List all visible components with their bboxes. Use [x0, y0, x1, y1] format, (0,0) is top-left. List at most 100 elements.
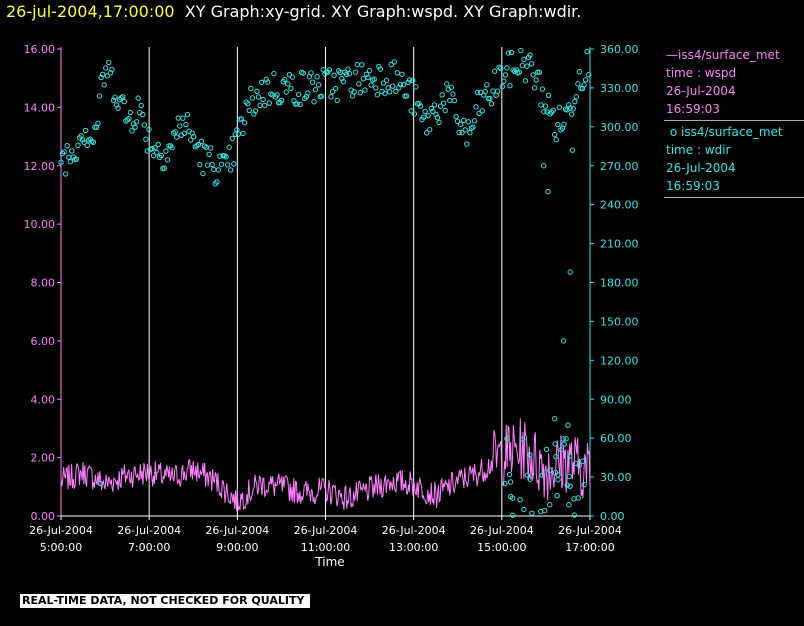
series-wdir-point: [67, 159, 73, 165]
series-wdir-point: [257, 102, 263, 109]
series-wdir-point: [332, 85, 339, 92]
series-wdir-point: [571, 496, 577, 502]
series-wdir-point: [110, 97, 117, 103]
series-wdir-point: [374, 92, 380, 98]
series-wdir-point: [528, 61, 535, 67]
series-wdir-point: [62, 171, 69, 177]
series-wdir-point: [150, 152, 157, 159]
series-wdir-point: [184, 112, 191, 118]
series-wdir-point: [388, 61, 394, 68]
series-wdir-point: [300, 70, 306, 76]
series-wdir-point: [567, 483, 573, 489]
series-wdir-point: [555, 477, 561, 483]
series-wdir-point: [397, 81, 404, 88]
x-tick-date: 26-Jul-2004: [294, 524, 358, 537]
series-wdir-point: [172, 129, 178, 135]
series-wdir-point: [553, 454, 559, 460]
series-wdir-point: [331, 72, 337, 78]
series-wdir-point: [271, 70, 277, 77]
series-wdir-point: [351, 89, 357, 95]
series-wdir-point: [554, 493, 560, 499]
left-tick-label: 16.00: [24, 43, 56, 56]
series-wdir-point: [442, 107, 448, 114]
left-tick-label: 6.00: [31, 335, 56, 348]
series-wdir-point: [73, 156, 80, 162]
series-wdir-point: [413, 84, 419, 90]
left-tick-label: 0.00: [31, 510, 56, 523]
right-tick-label: 300.00: [600, 121, 639, 134]
series-wdir-point: [563, 436, 569, 442]
series-wdir-point: [450, 91, 456, 97]
series-wdir-point: [197, 161, 203, 168]
series-wdir-point: [479, 108, 485, 114]
series-wdir-point: [509, 495, 516, 501]
series-wdir-point: [411, 111, 418, 117]
series-wdir-point: [518, 47, 524, 54]
series-wdir-point: [567, 105, 573, 111]
right-tick-label: 360.00: [600, 43, 639, 56]
series-wdir-point: [326, 67, 333, 73]
title-graph-list: XY Graph:xy-grid. XY Graph:wspd. XY Grap…: [184, 2, 582, 21]
series-wdir-point: [328, 94, 334, 100]
series-wdir-point: [555, 121, 561, 128]
series-wdir-point: [576, 68, 583, 75]
series-wdir-point: [431, 102, 438, 108]
series-wdir-point: [376, 63, 382, 70]
series-wdir-point: [373, 85, 379, 91]
series-wdir-point: [99, 71, 106, 78]
series-wdir-point: [371, 76, 377, 82]
series-wdir-point: [571, 512, 578, 518]
series-wdir-point: [246, 107, 252, 114]
series-wdir-point: [343, 71, 350, 77]
series-wdir-point: [174, 134, 180, 140]
series-wdir-point: [248, 85, 254, 92]
right-tick-label: 330.00: [600, 82, 639, 95]
series-wdir-point: [278, 97, 285, 104]
series-wdir-point: [451, 97, 458, 104]
legend-wspd-date: 26-Jul-2004: [666, 84, 736, 98]
series-wdir-point: [527, 52, 533, 58]
series-wdir-point: [124, 117, 131, 123]
series-wdir-point: [265, 79, 271, 85]
series-wdir-point: [541, 109, 547, 115]
series-wdir-point: [64, 142, 70, 149]
series-wdir-point: [543, 446, 550, 453]
series-wdir-point: [365, 74, 371, 81]
series-wdir-point: [439, 92, 445, 98]
series-wdir-point: [539, 472, 545, 478]
series-wdir-point: [422, 108, 428, 115]
series-wdir-point: [258, 79, 265, 86]
series-wdir-point: [226, 144, 232, 150]
series-wdir-point: [366, 67, 373, 74]
series-wdir-point: [564, 482, 570, 488]
x-tick-time: 17:00:00: [565, 541, 614, 554]
series-wdir-point: [155, 141, 161, 148]
title-datetime: 26-jul-2004,17:00:00: [6, 2, 175, 21]
series-wdir-point: [106, 59, 112, 66]
x-tick-date: 26-Jul-2004: [117, 524, 181, 537]
series-wdir-point: [214, 179, 220, 185]
series-wdir-point: [177, 123, 183, 129]
x-tick-time: 9:00:00: [216, 541, 258, 554]
series-wdir-point: [288, 85, 294, 92]
right-tick-label: 270.00: [600, 160, 639, 173]
legend-wspd: —iss4/surface_met time : wspd 26-Jul-200…: [664, 46, 804, 121]
series-wdir-point: [437, 103, 444, 109]
series-wdir-point: [575, 81, 581, 87]
series-wdir-point: [95, 120, 101, 126]
series-wdir-point: [476, 110, 482, 117]
series-wdir-point: [90, 139, 97, 146]
series-wdir-point: [346, 71, 353, 77]
legend-wspd-time: 16:59:03: [666, 102, 720, 116]
legend: —iss4/surface_met time : wspd 26-Jul-200…: [664, 46, 804, 200]
right-tick-label: 60.00: [600, 432, 632, 445]
series-wdir-point: [484, 82, 490, 88]
series-wdir-point: [406, 77, 413, 83]
series-wdir-point: [447, 97, 453, 104]
series-wdir-point: [209, 161, 215, 168]
series-wdir-point: [547, 502, 553, 508]
legend-wspd-variable: time : wspd: [666, 66, 737, 80]
series-wdir-point: [394, 70, 401, 76]
series-wdir-point: [507, 82, 513, 89]
series-wdir-point: [456, 129, 462, 136]
